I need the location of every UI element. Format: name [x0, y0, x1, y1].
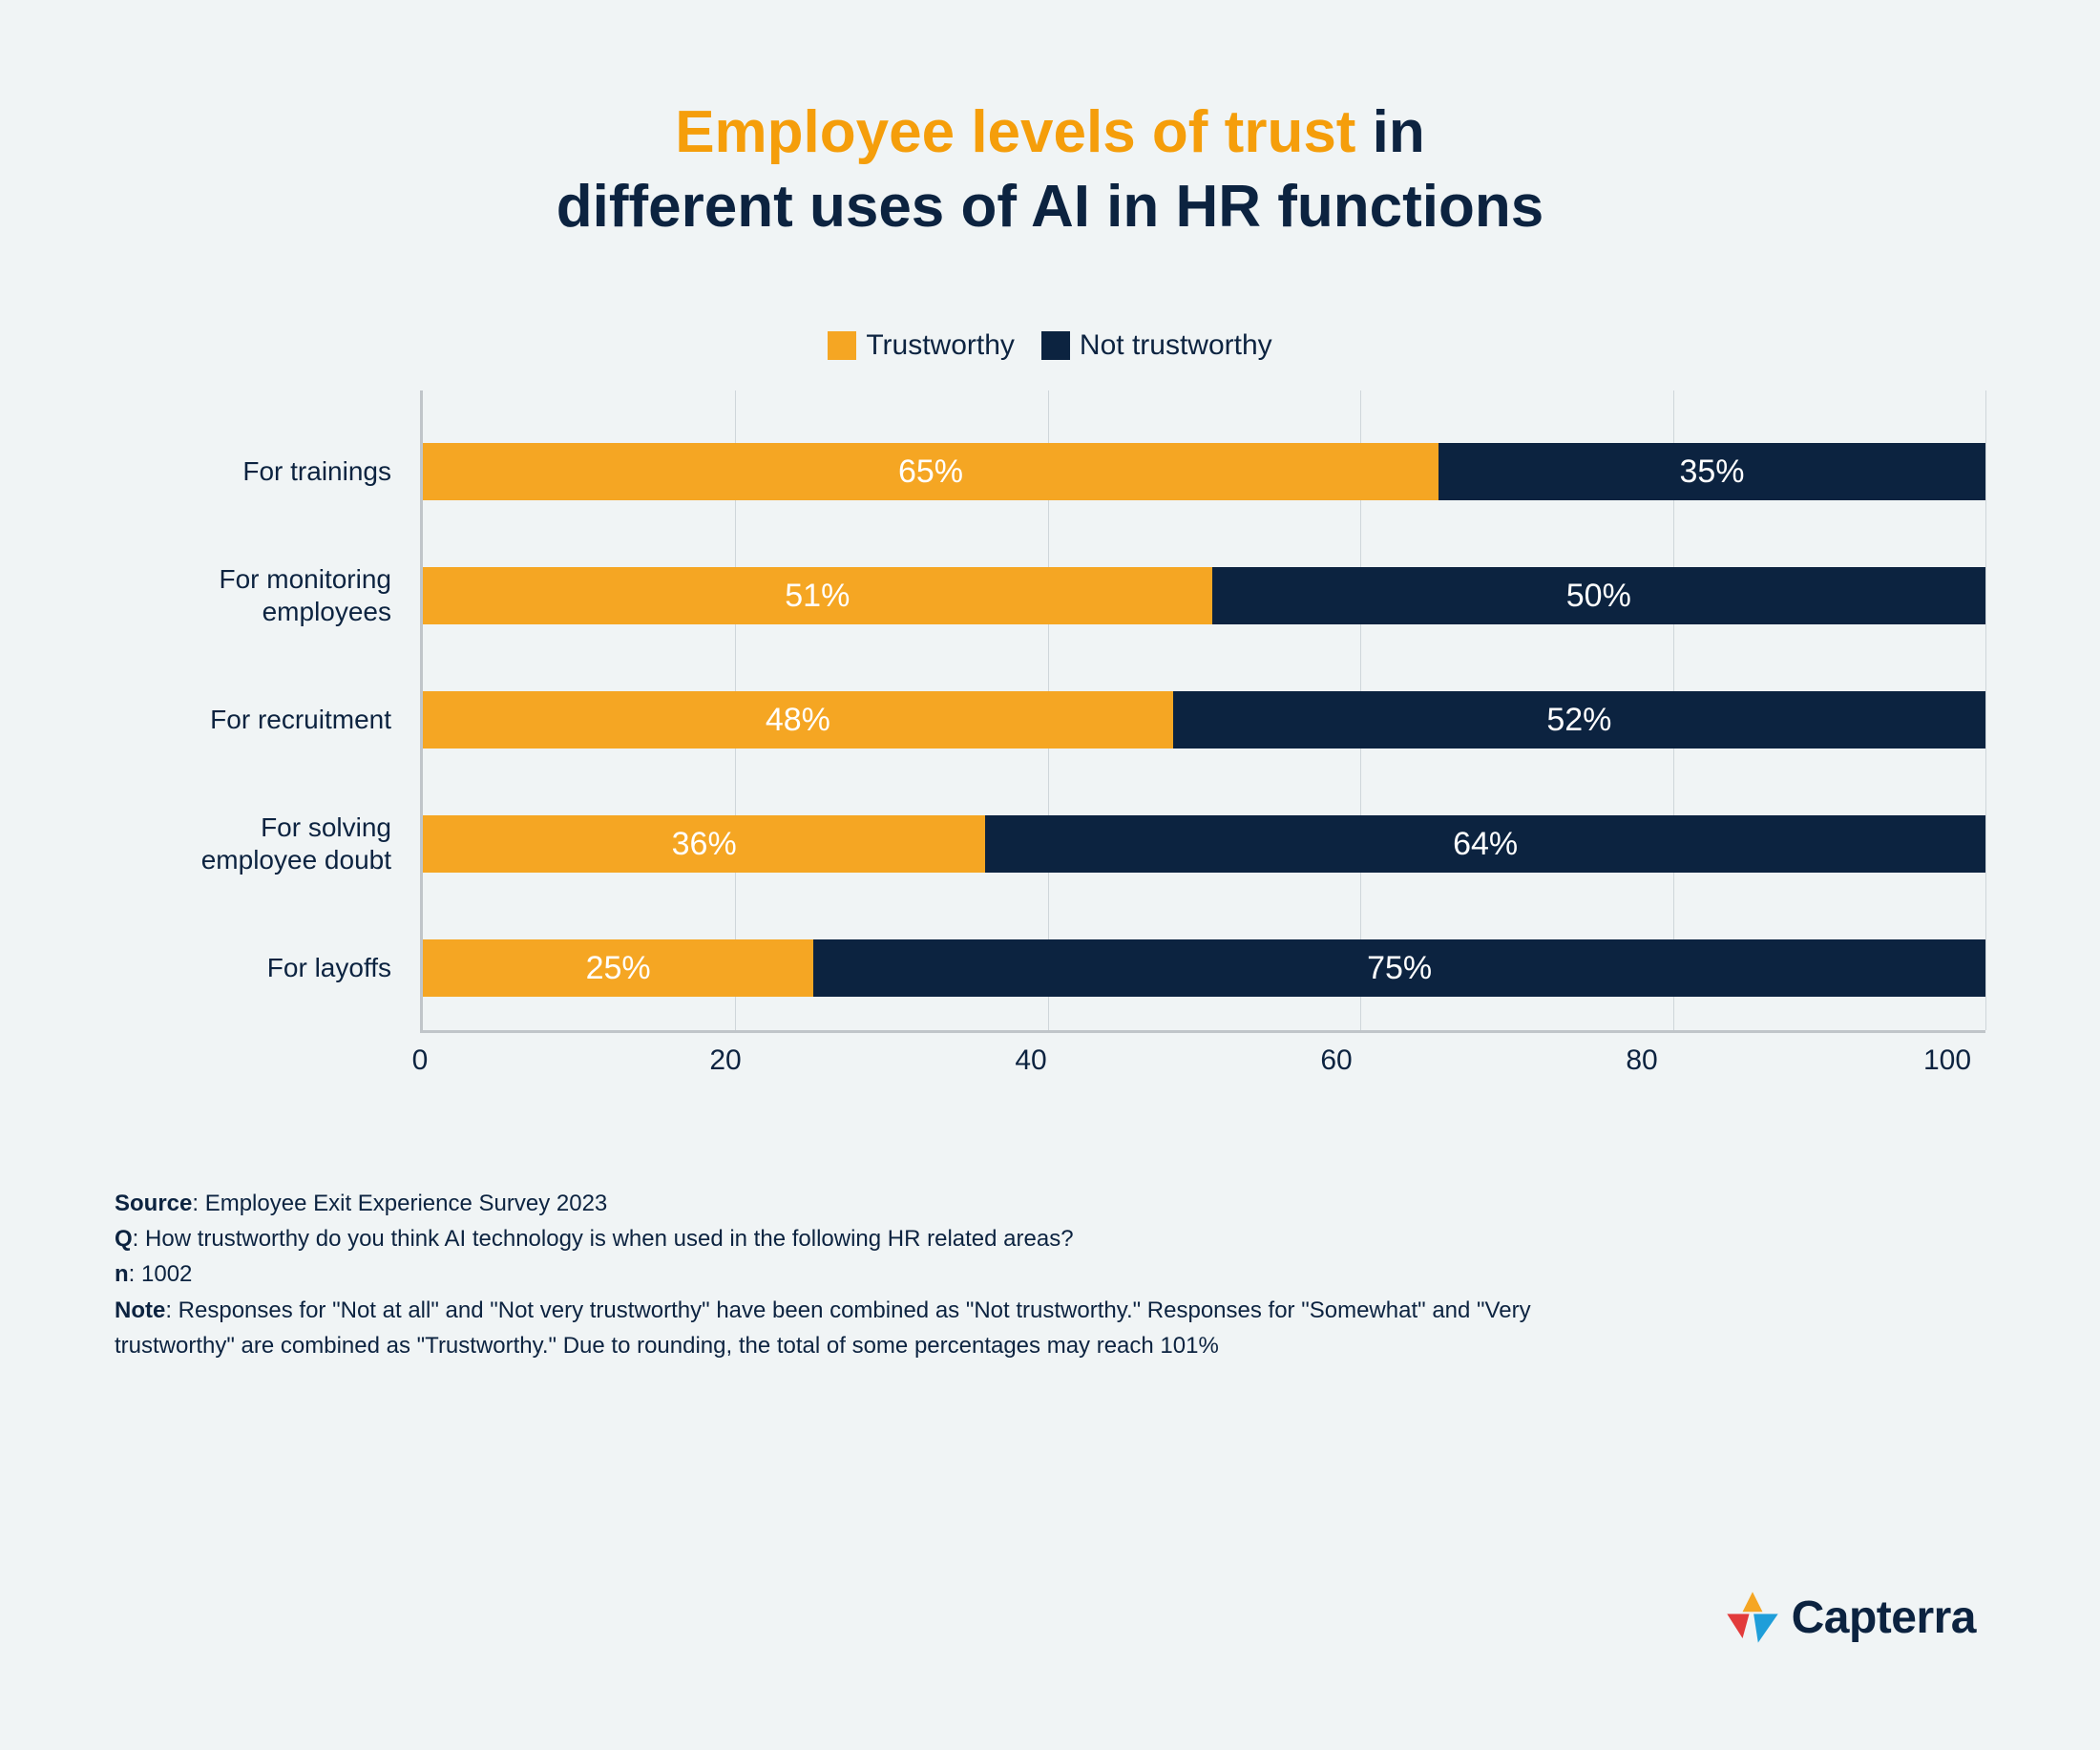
segment-not-trustworthy: 64%: [985, 815, 1985, 873]
legend-label-not-trustworthy: Not trustworthy: [1080, 329, 1272, 362]
segment-not-trustworthy: 50%: [1212, 567, 1985, 624]
segment-not-trustworthy: 75%: [813, 939, 1985, 997]
segment-not-trustworthy: 35%: [1438, 443, 1985, 500]
x-axis: 020406080100: [420, 1033, 1947, 1090]
legend-swatch-trustworthy: [828, 331, 856, 360]
grid-line: [1985, 390, 1986, 1030]
stacked-bar: 48%52%: [423, 691, 1985, 748]
chart-title: Employee levels of trust in different us…: [115, 95, 1985, 243]
segment-trustworthy: 48%: [423, 691, 1173, 748]
x-tick-label: 40: [1015, 1044, 1046, 1077]
x-tick-label: 0: [412, 1044, 429, 1077]
x-tick-label: 60: [1320, 1044, 1352, 1077]
bar-row: 25%75%: [423, 906, 1985, 1030]
capterra-logo: Capterra: [1725, 1590, 1976, 1645]
stacked-bar: 65%35%: [423, 443, 1985, 500]
chart: For trainingsFor monitoring employeesFor…: [115, 390, 1985, 1033]
title-rest1: in: [1355, 99, 1424, 165]
segment-not-trustworthy: 52%: [1173, 691, 1985, 748]
bar-row: 51%50%: [423, 534, 1985, 658]
legend-label-trustworthy: Trustworthy: [866, 329, 1015, 362]
footer-source: Source: Employee Exit Experience Survey …: [115, 1186, 1594, 1221]
segment-trustworthy: 51%: [423, 567, 1212, 624]
n-label: n: [115, 1261, 129, 1287]
legend-swatch-not-trustworthy: [1041, 331, 1070, 360]
bar-row: 65%35%: [423, 410, 1985, 534]
stacked-bar: 36%64%: [423, 815, 1985, 873]
category-label: For trainings: [153, 410, 420, 534]
bar-row: 48%52%: [423, 658, 1985, 782]
segment-trustworthy: 65%: [423, 443, 1438, 500]
source-label: Source: [115, 1191, 192, 1216]
q-label: Q: [115, 1226, 133, 1252]
bar-row: 36%64%: [423, 782, 1985, 906]
legend-item-trustworthy: Trustworthy: [828, 329, 1015, 362]
title-heading: Employee levels of trust in different us…: [115, 95, 1985, 243]
category-label: For recruitment: [153, 658, 420, 782]
footer-n: n: 1002: [115, 1256, 1594, 1292]
source-value: : Employee Exit Experience Survey 2023: [192, 1191, 607, 1216]
n-value: : 1002: [129, 1261, 193, 1287]
category-label: For layoffs: [153, 906, 420, 1030]
x-tick-label: 20: [709, 1044, 741, 1077]
bars-container: 65%35% 51%50% 48%52% 36%64% 25%75%: [423, 410, 1985, 1030]
category-label: For solving employee doubt: [153, 782, 420, 906]
y-axis-labels: For trainingsFor monitoring employeesFor…: [153, 390, 420, 1033]
stacked-bar: 25%75%: [423, 939, 1985, 997]
x-tick-label: 100: [1923, 1044, 1971, 1077]
segment-trustworthy: 36%: [423, 815, 985, 873]
plot-area: 65%35% 51%50% 48%52% 36%64% 25%75%: [420, 390, 1985, 1033]
title-line2: different uses of AI in HR functions: [556, 174, 1544, 240]
title-accent: Employee levels of trust: [675, 99, 1355, 165]
chart-footer: Source: Employee Exit Experience Survey …: [115, 1186, 1594, 1363]
note-label: Note: [115, 1297, 165, 1323]
q-value: : How trustworthy do you think AI techno…: [133, 1226, 1074, 1252]
segment-trustworthy: 25%: [423, 939, 813, 997]
x-tick-label: 80: [1626, 1044, 1657, 1077]
footer-question: Q: How trustworthy do you think AI techn…: [115, 1221, 1594, 1256]
note-value: : Responses for "Not at all" and "Not ve…: [115, 1297, 1531, 1359]
category-label: For monitoring employees: [153, 534, 420, 658]
stacked-bar: 51%50%: [423, 567, 1985, 624]
footer-note: Note: Responses for "Not at all" and "No…: [115, 1293, 1594, 1363]
capterra-logo-text: Capterra: [1792, 1592, 1976, 1644]
legend-item-not-trustworthy: Not trustworthy: [1041, 329, 1272, 362]
legend: Trustworthy Not trustworthy: [115, 329, 1985, 362]
capterra-logo-icon: [1725, 1590, 1780, 1645]
